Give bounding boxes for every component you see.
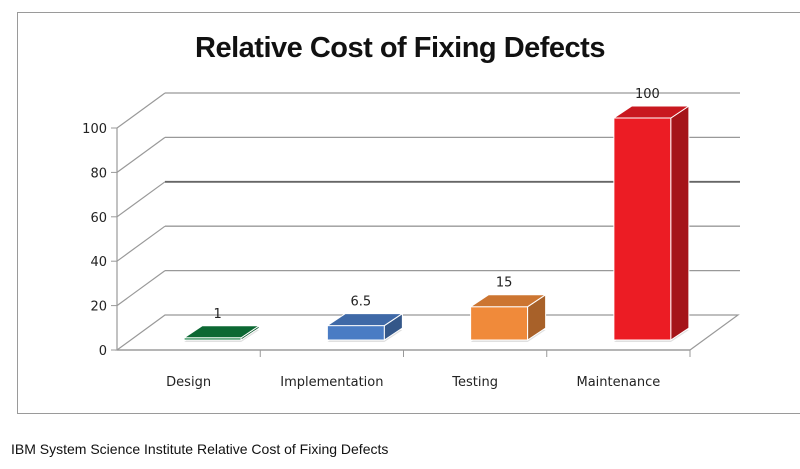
bar-top xyxy=(325,313,405,327)
gridline-side xyxy=(116,181,166,218)
gridline-side xyxy=(116,270,166,307)
gridline-side xyxy=(116,92,166,129)
bar-top xyxy=(468,294,548,308)
x-category-label: Design xyxy=(166,375,211,390)
data-label: 100 xyxy=(635,87,660,102)
bar-front xyxy=(326,325,385,341)
data-label: 6.5 xyxy=(351,295,372,310)
y-tick-label: 40 xyxy=(90,255,107,270)
bar-testing xyxy=(468,293,548,342)
gridline-side xyxy=(116,225,166,262)
bar-front xyxy=(470,306,529,341)
gridline-side xyxy=(116,136,166,173)
x-category-label: Maintenance xyxy=(577,375,661,390)
bar-maintenance xyxy=(612,105,691,342)
bar-top xyxy=(612,105,691,119)
figure-caption: IBM System Science Institute Relative Co… xyxy=(11,441,389,457)
y-tick-label: 60 xyxy=(90,211,107,226)
bar-front xyxy=(613,117,672,341)
x-category-label: Implementation xyxy=(280,375,383,390)
bar-top xyxy=(182,325,261,339)
y-tick-label: 0 xyxy=(99,344,107,359)
x-category-label: Testing xyxy=(451,375,498,390)
data-label: 1 xyxy=(213,307,221,322)
chart-title: Relative Cost of Fixing Defects xyxy=(195,32,605,64)
chart-frame xyxy=(17,12,800,414)
bar-implementation xyxy=(325,312,405,342)
bar-design xyxy=(182,324,261,342)
y-tick-label: 80 xyxy=(90,166,107,181)
data-label: 15 xyxy=(496,276,513,291)
y-tick-label: 20 xyxy=(90,300,107,315)
y-tick-label: 100 xyxy=(82,122,107,137)
bar-side xyxy=(670,105,690,341)
